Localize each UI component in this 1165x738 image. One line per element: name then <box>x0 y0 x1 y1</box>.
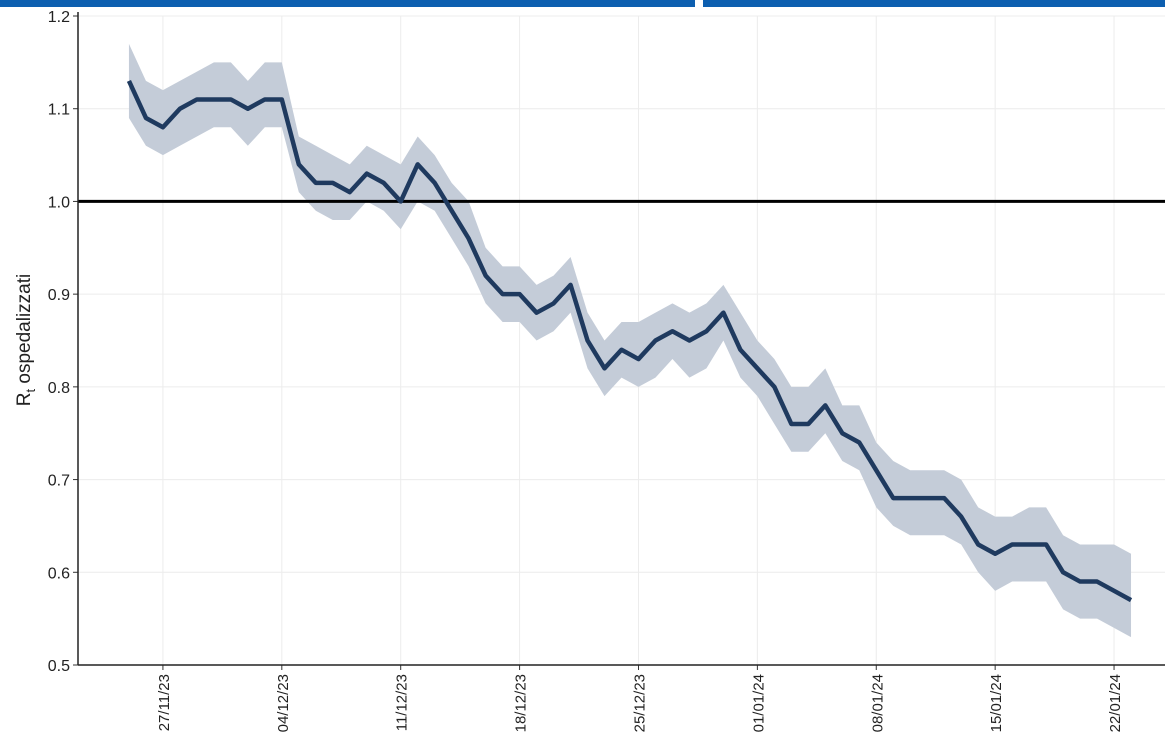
line <box>126 79 1133 603</box>
y-tick-label: 1.1 <box>48 102 70 119</box>
y-tick-label: 0.9 <box>48 287 70 304</box>
y-axis-title-part: R <box>14 393 35 407</box>
x-tick-label: 18/12/23 <box>513 674 530 732</box>
y-axis-title: Rt ospedalizzati <box>14 274 38 406</box>
x-tick-label: 27/11/23 <box>156 674 173 731</box>
y-axis-title-sub: t <box>23 389 38 393</box>
x-tick-label: 04/12/23 <box>275 674 292 732</box>
y-tick-label: 0.8 <box>48 380 70 397</box>
confidence-band <box>128 43 1132 638</box>
y-tick-label: 0.6 <box>48 565 70 582</box>
y-tick-label: 0.7 <box>48 473 70 490</box>
y-tick-label: 1.0 <box>48 194 70 211</box>
x-tick-label: 22/01/24 <box>1107 674 1124 732</box>
y-tick-label: 0.5 <box>48 658 70 675</box>
x-tick-label: 25/12/23 <box>631 674 648 732</box>
x-tick-label: 08/01/24 <box>869 674 886 732</box>
y-tick-label: 1.2 <box>48 9 70 26</box>
header-band <box>0 0 695 7</box>
y-axis-title-part: ospedalizzati <box>14 274 35 389</box>
x-tick-label: 11/12/23 <box>394 674 411 731</box>
header-band <box>703 0 1165 7</box>
x-tick-label: 15/01/24 <box>988 674 1005 732</box>
x-tick-label: 01/01/24 <box>750 674 767 732</box>
